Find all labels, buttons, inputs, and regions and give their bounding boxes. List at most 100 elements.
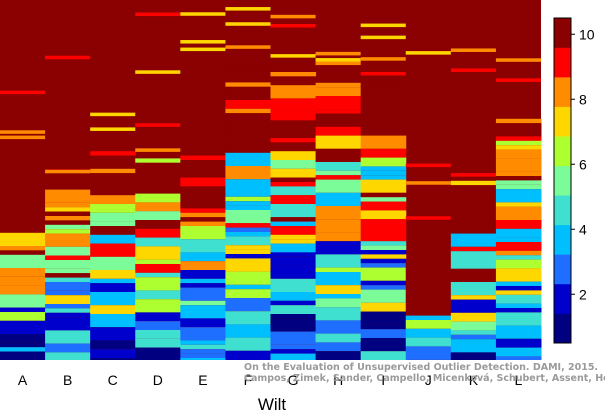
heatmap-cell xyxy=(180,186,226,200)
heatmap-cell xyxy=(360,100,407,114)
heatmap-cell xyxy=(225,249,271,254)
heatmap-cell xyxy=(360,201,407,211)
heatmap-cell xyxy=(225,7,271,11)
heatmap-cell xyxy=(495,325,542,339)
heatmap-cell xyxy=(90,168,136,174)
heatmap-cell xyxy=(495,242,542,251)
colorbar-tick-label: 2 xyxy=(579,286,587,302)
heatmap-cell xyxy=(180,283,226,288)
heatmap-cell xyxy=(180,318,226,328)
heatmap-cell xyxy=(45,189,91,203)
heatmap-cell xyxy=(45,260,91,269)
heatmap-cell xyxy=(0,250,46,255)
heatmap-cell xyxy=(495,123,542,137)
heatmap-cell xyxy=(495,294,542,304)
heatmap-cell xyxy=(45,295,91,304)
heatmap-cell xyxy=(0,276,46,286)
heatmap-cell xyxy=(495,149,542,159)
heatmap-cell xyxy=(0,232,46,246)
heatmap-cell xyxy=(405,346,452,360)
heatmap-cell xyxy=(90,173,136,182)
heatmap-cell xyxy=(450,282,497,296)
heatmap-cell xyxy=(315,135,362,149)
heatmap-cell xyxy=(315,232,362,242)
heatmap-cell xyxy=(405,306,452,316)
heatmap-cell xyxy=(180,340,226,345)
heatmap-cell xyxy=(0,219,46,224)
heatmap-cell xyxy=(225,152,271,166)
heatmap-cell xyxy=(90,155,136,160)
heatmap-cell xyxy=(405,216,451,220)
heatmap-cell xyxy=(45,277,91,282)
heatmap-cell xyxy=(495,206,542,220)
heatmap-cell xyxy=(450,173,496,177)
heatmap-cell xyxy=(315,87,362,96)
heatmap-cell xyxy=(135,259,181,264)
heatmap-cell xyxy=(495,136,542,141)
heatmap-cell xyxy=(225,232,271,237)
heatmap-cell xyxy=(315,148,362,162)
heatmap-cell xyxy=(225,135,271,149)
heatmap-cell xyxy=(135,162,181,176)
heatmap-cell xyxy=(315,294,362,299)
heatmap-cell xyxy=(495,308,542,313)
x-tick-label: H xyxy=(333,372,343,388)
heatmap-cell xyxy=(405,267,452,281)
heatmap-cell xyxy=(0,90,46,95)
heatmap-cell xyxy=(270,23,316,28)
heatmap-cell xyxy=(315,170,362,176)
heatmap-cell xyxy=(135,246,181,260)
colorbar-swatch xyxy=(554,136,571,167)
heatmap-cell xyxy=(270,120,317,125)
heatmap-cell xyxy=(225,86,271,92)
heatmap-cell xyxy=(90,151,136,156)
heatmap-cell xyxy=(315,109,362,114)
heatmap-cell xyxy=(180,287,226,301)
heatmap-cell xyxy=(225,254,271,259)
heatmap-cell xyxy=(495,268,542,282)
heatmap-cell xyxy=(225,126,271,136)
heatmap-cell xyxy=(180,252,226,262)
heatmap-cell xyxy=(270,265,317,279)
heatmap-cell xyxy=(225,148,271,153)
heatmap-cell xyxy=(360,157,407,167)
heatmap-cell xyxy=(270,85,317,99)
heatmap-cell xyxy=(360,87,407,92)
heatmap-cell xyxy=(180,278,226,284)
heatmap-cell xyxy=(225,166,271,180)
heatmap-cell xyxy=(90,160,136,165)
heatmap-cell xyxy=(270,221,317,226)
heatmap-cell xyxy=(0,246,46,251)
heatmap-cell xyxy=(360,175,407,180)
heatmap-cell xyxy=(270,318,317,332)
heatmap-cell xyxy=(360,250,407,255)
heatmap-cell xyxy=(315,342,362,352)
heatmap-cell xyxy=(405,315,452,320)
heatmap-cell xyxy=(90,349,136,358)
heatmap-cell xyxy=(225,205,271,210)
colorbar-swatch xyxy=(554,283,571,314)
heatmap-cell xyxy=(225,91,271,100)
heatmap-cell xyxy=(315,96,362,110)
x-tick-label: L xyxy=(515,372,523,388)
heatmap-cell xyxy=(360,170,407,176)
x-tick-label: E xyxy=(198,372,207,388)
heatmap-cell xyxy=(45,176,91,181)
heatmap-cell xyxy=(360,285,407,290)
heatmap-cell xyxy=(360,302,407,312)
x-tick-label: K xyxy=(469,372,479,388)
heatmap-cell xyxy=(90,204,136,213)
heatmap-cell xyxy=(90,314,136,328)
heatmap-cell xyxy=(225,196,271,202)
heatmap-cell xyxy=(315,285,362,294)
heatmap-cell xyxy=(225,179,271,188)
heatmap-cell xyxy=(495,290,542,295)
heatmap-cell xyxy=(225,227,271,232)
heatmap-cell xyxy=(225,324,271,338)
heatmap-cell xyxy=(45,216,91,221)
heatmap-cell xyxy=(270,278,317,292)
heatmap-cell xyxy=(450,251,497,260)
heatmap-cell xyxy=(270,256,317,266)
heatmap-cell xyxy=(180,177,226,187)
